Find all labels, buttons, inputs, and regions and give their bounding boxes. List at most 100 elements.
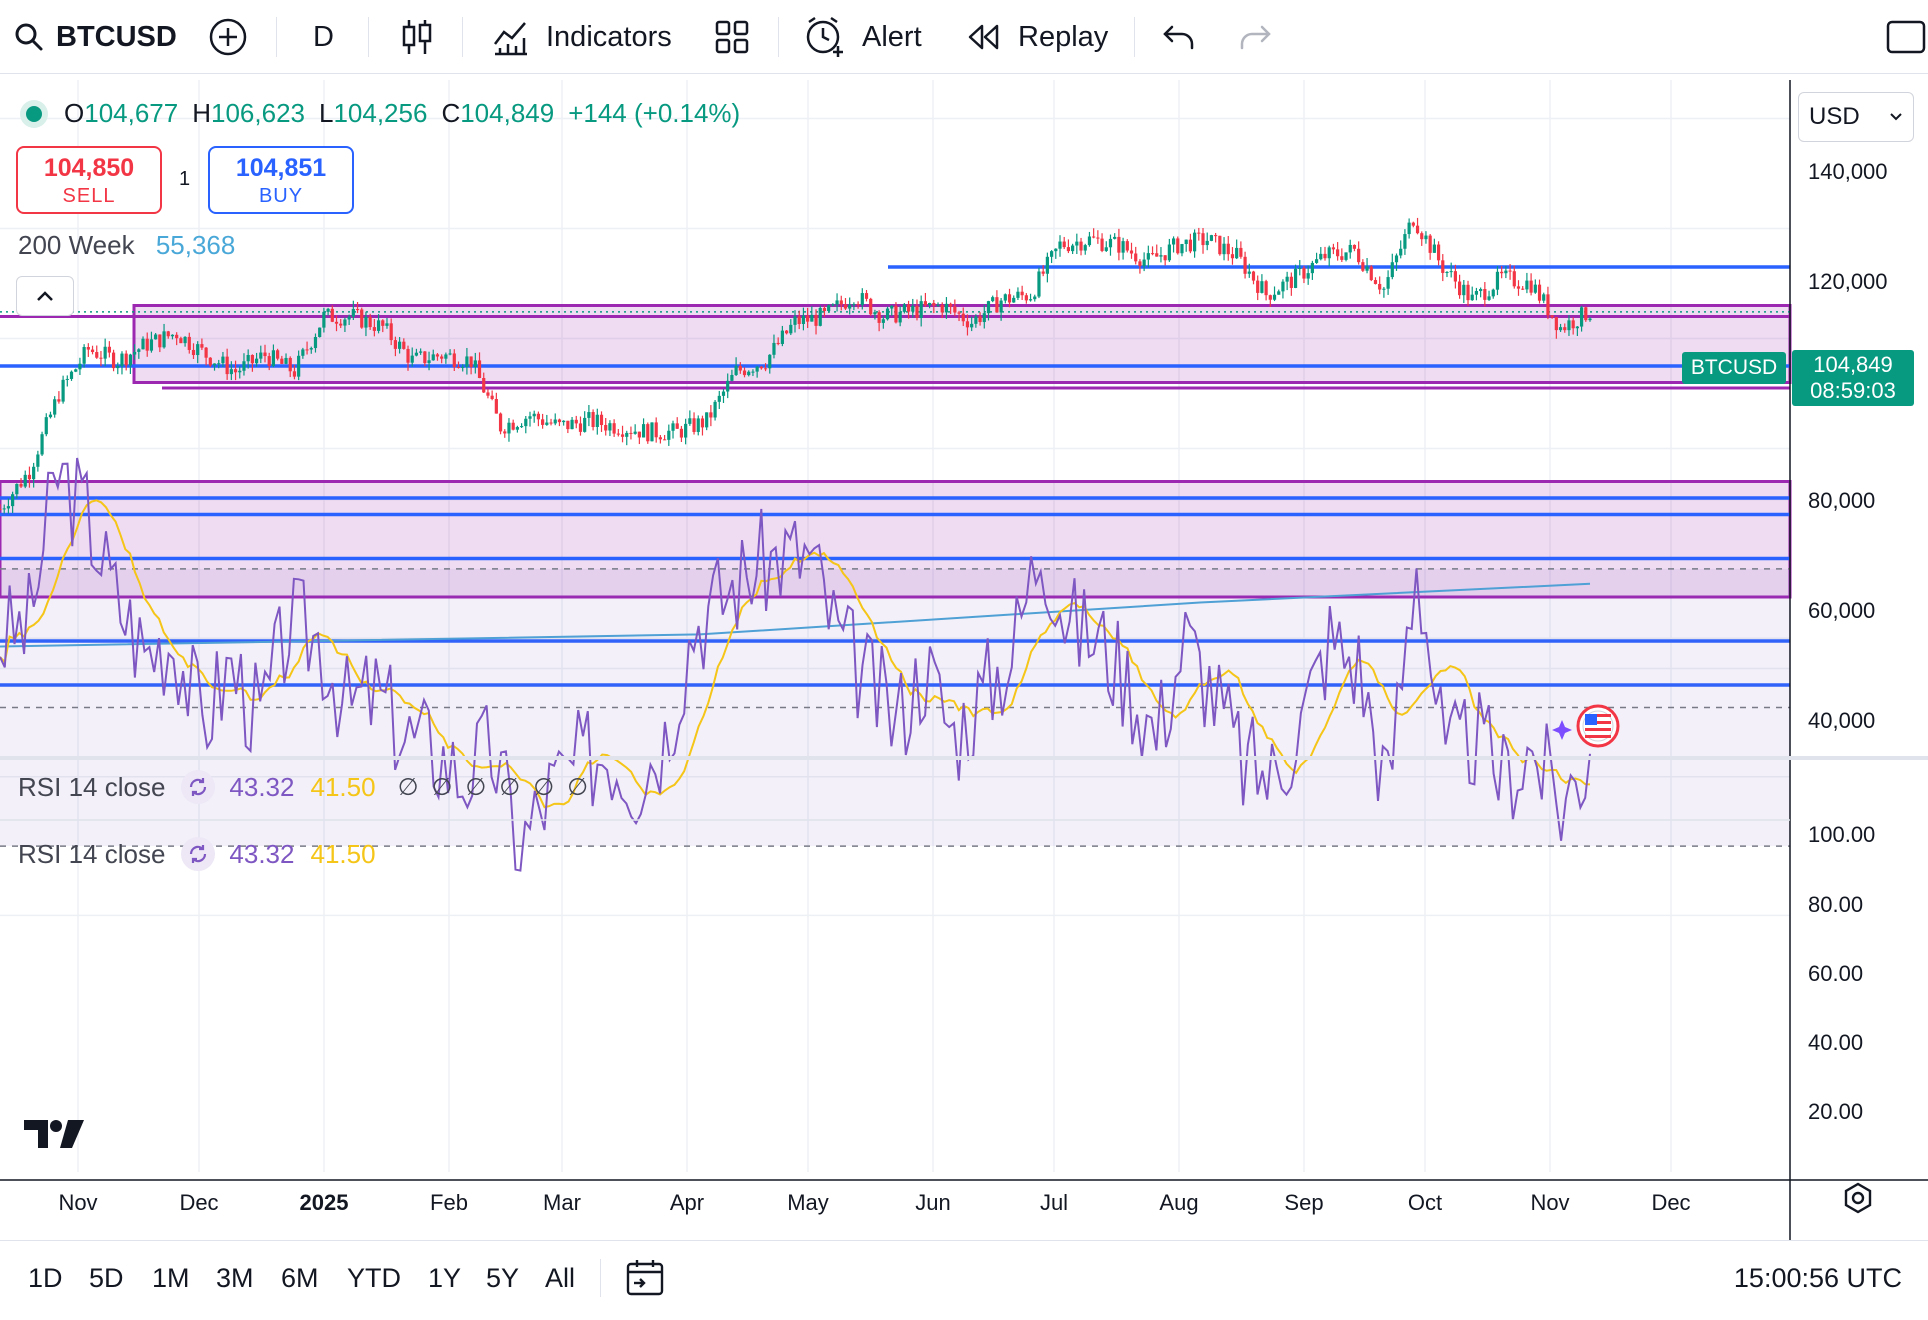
candle-body xyxy=(120,353,124,366)
candle-body xyxy=(6,506,11,509)
candle-body xyxy=(1411,222,1415,226)
candle-body xyxy=(1331,247,1336,250)
currency-select[interactable]: USD xyxy=(1798,92,1914,142)
candle-body xyxy=(1357,248,1361,263)
candle-body xyxy=(334,321,339,324)
range-3m-button[interactable]: 3M xyxy=(216,1263,254,1293)
candle-body xyxy=(616,433,620,435)
symbol-name: BTCUSD xyxy=(56,20,177,53)
compare-button[interactable] xyxy=(208,0,248,74)
candle-body xyxy=(355,309,360,311)
order-quantity[interactable]: 1 xyxy=(179,168,191,190)
candle-body xyxy=(498,413,503,432)
low-label: L xyxy=(318,98,334,128)
range-5d-button[interactable]: 5D xyxy=(89,1263,124,1293)
candle-body xyxy=(780,330,784,344)
candle-body xyxy=(0,509,2,510)
range-6m-button[interactable]: 6M xyxy=(281,1263,319,1293)
candle-body xyxy=(1007,294,1012,303)
candle-body xyxy=(326,308,330,312)
alert-button[interactable]: Alert xyxy=(804,0,922,74)
candle-body xyxy=(839,300,843,305)
open-value: 104,677 xyxy=(84,98,179,128)
candle-body xyxy=(641,424,646,438)
top-toolbar: BTCUSD D Indicators xyxy=(0,0,1928,74)
chart-settings-icon[interactable] xyxy=(1840,1180,1876,1216)
rsi-legend[interactable]: RSI 14 close 43.32 41.50 xyxy=(18,837,398,871)
buy-button[interactable]: 104,851 BUY xyxy=(208,146,354,214)
candle-body xyxy=(591,412,595,428)
sell-button[interactable]: 104,850 SELL xyxy=(16,146,162,214)
chart-canvas[interactable] xyxy=(0,80,1928,1240)
replay-button[interactable]: Replay xyxy=(966,0,1108,74)
candle-body xyxy=(40,434,44,455)
candle-body xyxy=(137,349,141,352)
utc-clock[interactable]: 15:00:56 UTC xyxy=(1733,1263,1902,1293)
alert-label: Alert xyxy=(862,20,922,53)
bottom-toolbar: 1D 5D 1M 3M 6M YTD 1Y 5Y All 15:00:56 UT… xyxy=(0,1240,1928,1314)
candle-body xyxy=(1470,294,1474,301)
candle-body xyxy=(444,354,448,359)
candle-body xyxy=(259,352,263,359)
candle-body xyxy=(1096,237,1100,239)
candle-body xyxy=(469,356,473,367)
layouts-button[interactable] xyxy=(714,0,750,74)
candle-body xyxy=(376,320,381,331)
rsi-na-value: ∅ xyxy=(465,773,487,801)
rsi-refresh-icon[interactable] xyxy=(181,770,216,804)
candle-body xyxy=(738,365,742,371)
candle-body xyxy=(74,369,78,372)
rsi-refresh-icon[interactable] xyxy=(181,837,216,871)
candle-body xyxy=(477,360,482,379)
chart-area[interactable]: O 104,677 H 106,623 L 104,256 C 104,849 … xyxy=(0,80,1928,1240)
candle-body xyxy=(103,346,107,359)
candle-body xyxy=(532,413,536,417)
interval-button[interactable]: D xyxy=(313,0,334,74)
rsi-legend-top[interactable]: RSI 14 close 43.32 41.50 ∅ ∅ ∅ ∅ ∅ ∅ xyxy=(18,770,601,804)
redo-button[interactable] xyxy=(1238,0,1272,74)
us-flag-event-icon[interactable] xyxy=(1552,702,1626,752)
range-1d-button[interactable]: 1D xyxy=(28,1263,63,1293)
candle-body xyxy=(885,308,890,320)
goto-date-icon[interactable] xyxy=(624,1257,666,1299)
currency-value: USD xyxy=(1809,103,1860,130)
high-label: H xyxy=(192,98,211,128)
undo-button[interactable] xyxy=(1162,0,1196,74)
range-ytd-button[interactable]: YTD xyxy=(347,1263,401,1293)
candle-body xyxy=(297,355,301,377)
candle-body xyxy=(1327,247,1331,259)
candle-body xyxy=(902,304,906,312)
chevron-down-icon xyxy=(1890,113,1902,121)
buy-label: BUY xyxy=(258,185,304,207)
range-1m-button[interactable]: 1M xyxy=(152,1263,190,1293)
candle-body xyxy=(856,304,860,306)
candle-body xyxy=(562,420,566,423)
range-5y-button[interactable]: 5Y xyxy=(486,1263,520,1293)
candle-body xyxy=(1024,295,1028,301)
candle-body xyxy=(801,315,806,325)
candle-body xyxy=(1251,271,1256,281)
candle-body xyxy=(1508,270,1512,272)
candle-body xyxy=(1003,294,1007,301)
ma-legend[interactable]: 200 Week 55,368 xyxy=(18,230,235,261)
candle-body xyxy=(1016,291,1020,298)
collapse-legend-button[interactable] xyxy=(16,276,74,316)
range-all-button[interactable]: All xyxy=(545,1263,576,1293)
rsi-name: RSI 14 close xyxy=(18,838,166,869)
candle-body xyxy=(1113,236,1117,239)
candle-body xyxy=(242,361,246,371)
indicators-button[interactable]: Indicators xyxy=(492,0,672,74)
fullscreen-button[interactable] xyxy=(1886,0,1926,74)
candle-body xyxy=(1369,266,1373,281)
candle-body xyxy=(1277,291,1281,295)
chart-type-button[interactable] xyxy=(400,0,434,74)
range-1y-button[interactable]: 1Y xyxy=(428,1263,462,1293)
candle-body xyxy=(1479,289,1483,292)
candle-body xyxy=(776,342,780,344)
candle-body xyxy=(944,303,949,313)
candle-body xyxy=(494,399,498,414)
candle-body xyxy=(629,432,633,434)
symbol-search[interactable]: BTCUSD xyxy=(14,0,177,74)
candle-body xyxy=(65,378,69,380)
candle-body xyxy=(1222,243,1226,255)
